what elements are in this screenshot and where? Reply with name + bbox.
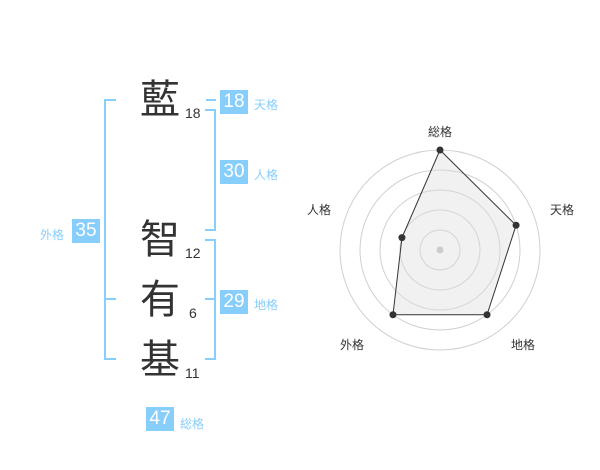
jinkaku-bracket	[205, 109, 216, 231]
radar-label-soukaku: 総格	[428, 125, 453, 139]
tenkaku-label: 天格	[254, 98, 279, 112]
stroke-count-3: 6	[189, 305, 197, 321]
radar-label-jinkaku: 人格	[307, 203, 332, 217]
radar-label-chikaku: 地格	[511, 338, 536, 352]
stroke-count-1: 18	[185, 105, 201, 121]
radar-center-dot	[436, 246, 444, 254]
radar-point-3	[483, 311, 491, 319]
stroke-count-2: 12	[185, 245, 201, 261]
radar-point-5	[398, 234, 406, 242]
radar-label-gaikaku: 外格	[340, 338, 365, 352]
soukaku-value: 47	[146, 407, 174, 431]
name-char-2: 智	[140, 217, 180, 263]
name-char-3: 有	[140, 277, 180, 323]
radar-grid-ring	[399, 209, 481, 291]
soukaku-label: 総格	[180, 417, 205, 431]
radar-grid-ring	[359, 169, 521, 331]
radar-point-4	[389, 311, 397, 319]
gaikaku-bracket	[104, 99, 116, 360]
chikaku-label: 地格	[254, 298, 279, 312]
gaikaku-label: 外格	[40, 228, 65, 242]
name-char-4: 基	[140, 337, 180, 383]
chikaku-bracket	[205, 239, 216, 360]
radar-grid-ring	[419, 229, 461, 271]
radar-grid-ring	[379, 189, 501, 311]
stroke-count-4: 11	[185, 365, 200, 381]
gaikaku-value: 35	[72, 219, 100, 243]
name-char-1: 藍	[140, 77, 180, 123]
radar-label-tenkaku: 天格	[550, 203, 575, 217]
radar-point-1	[436, 146, 444, 154]
jinkaku-label: 人格	[254, 168, 279, 182]
tenkaku-value: 18	[220, 90, 248, 114]
jinkaku-value: 30	[220, 160, 248, 184]
radar-area	[392, 149, 517, 316]
radar-point-2	[512, 221, 520, 229]
chikaku-value: 29	[220, 290, 248, 314]
